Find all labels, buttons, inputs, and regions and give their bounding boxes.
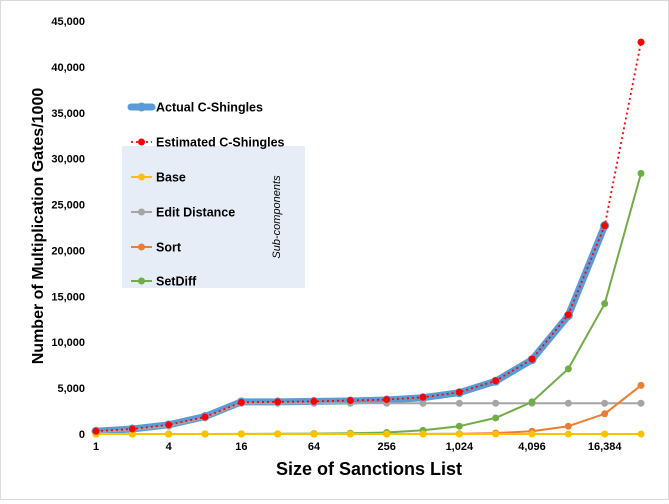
data-point bbox=[237, 430, 245, 438]
data-point bbox=[274, 398, 282, 406]
data-point bbox=[601, 430, 609, 438]
legend-label: Estimated C-Shingles bbox=[156, 136, 285, 150]
series-base bbox=[92, 430, 645, 438]
data-point bbox=[383, 430, 391, 438]
data-point bbox=[310, 397, 318, 405]
data-point bbox=[601, 300, 609, 308]
legend-marker bbox=[138, 138, 145, 146]
data-point bbox=[564, 430, 572, 438]
data-point bbox=[528, 355, 536, 363]
data-point bbox=[492, 414, 500, 422]
y-tick-labels: 0 5,000 10,000 15,000 20,000 25,000 30,000 35,0… bbox=[51, 16, 85, 441]
data-point bbox=[455, 422, 463, 430]
legend-item-estimated-c-shingles: Estimated C-Shingles bbox=[131, 136, 285, 150]
y-tick-label: 0 bbox=[79, 429, 85, 441]
legend-item-sort: Sort bbox=[131, 241, 182, 255]
y-tick-label: 40,000 bbox=[51, 62, 85, 74]
data-point bbox=[492, 377, 500, 385]
series-line bbox=[95, 402, 641, 434]
data-point bbox=[455, 430, 463, 438]
x-tick-label: 16 bbox=[235, 441, 247, 453]
series-edit-distance bbox=[92, 399, 645, 436]
legend-item-setdiff: SetDiff bbox=[131, 275, 197, 289]
x-tick-label: 1 bbox=[93, 441, 99, 453]
data-point bbox=[92, 427, 100, 435]
data-point bbox=[564, 399, 572, 407]
data-point bbox=[601, 399, 609, 407]
data-point bbox=[346, 397, 354, 405]
x-tick-label: 16,384 bbox=[588, 441, 623, 453]
series-line bbox=[96, 384, 642, 435]
legend-label: Sort bbox=[156, 241, 182, 255]
data-point bbox=[383, 396, 391, 404]
y-tick-label: 10,000 bbox=[51, 337, 85, 349]
y-tick-label: 35,000 bbox=[51, 108, 85, 120]
data-point bbox=[637, 399, 645, 407]
data-point bbox=[528, 398, 536, 406]
legend-label: Actual C-Shingles bbox=[156, 101, 263, 115]
data-point bbox=[419, 430, 427, 438]
legend-label: Base bbox=[156, 171, 186, 185]
data-point bbox=[346, 430, 354, 438]
data-point bbox=[165, 430, 173, 438]
data-point bbox=[419, 399, 427, 407]
y-tick-label: 15,000 bbox=[51, 291, 85, 303]
series-estimated-c-shingles bbox=[92, 38, 645, 435]
data-point bbox=[274, 430, 282, 438]
data-point bbox=[310, 430, 318, 438]
data-point bbox=[455, 399, 463, 407]
data-point bbox=[637, 38, 645, 46]
x-tick-label: 256 bbox=[377, 441, 395, 453]
series-line bbox=[95, 41, 642, 433]
series-sort bbox=[92, 381, 645, 438]
data-point bbox=[601, 222, 609, 230]
data-point bbox=[637, 430, 645, 438]
y-tick-label: 20,000 bbox=[51, 245, 85, 257]
legend-marker bbox=[138, 208, 145, 216]
legend-item-edit-distance: Edit Distance bbox=[131, 206, 235, 220]
data-point bbox=[237, 398, 245, 406]
y-tick-label: 30,000 bbox=[51, 154, 85, 166]
data-point bbox=[165, 421, 173, 429]
data-point bbox=[128, 430, 136, 438]
legend-label: Edit Distance bbox=[156, 206, 235, 220]
x-tick-label: 1,024 bbox=[446, 441, 474, 453]
legend-marker bbox=[138, 173, 145, 181]
data-point bbox=[201, 430, 209, 438]
series-layer bbox=[91, 38, 645, 438]
data-point bbox=[564, 422, 572, 430]
data-point bbox=[128, 425, 136, 433]
legend-marker bbox=[137, 102, 146, 112]
data-point bbox=[564, 311, 572, 319]
legend: Actual C-Shingles Estimated C-Shingles Bas… bbox=[127, 101, 285, 289]
data-point bbox=[492, 399, 500, 407]
data-point bbox=[637, 381, 645, 389]
x-tick-label: 64 bbox=[308, 441, 321, 453]
legend-item-actual-c-shingles: Actual C-Shingles bbox=[127, 101, 263, 115]
legend-item-base: Base bbox=[131, 171, 186, 185]
data-point bbox=[564, 365, 572, 373]
sub-components-annotation: Sub-components bbox=[271, 175, 283, 259]
y-tick-label: 45,000 bbox=[51, 16, 85, 28]
data-point bbox=[528, 430, 536, 438]
x-tick-label: 4 bbox=[166, 441, 173, 453]
sub-components-box bbox=[122, 146, 305, 288]
x-axis-title: Size of Sanctions List bbox=[276, 459, 462, 479]
data-point bbox=[601, 410, 609, 418]
data-point bbox=[201, 413, 209, 421]
data-point bbox=[419, 393, 427, 401]
data-point bbox=[492, 430, 500, 438]
y-axis-title: Number of Multiplication Gates/1000 bbox=[30, 88, 47, 365]
y-tick-label: 5,000 bbox=[57, 383, 85, 395]
x-tick-label: 4,096 bbox=[518, 441, 546, 453]
data-point bbox=[637, 169, 645, 177]
legend-marker bbox=[138, 277, 145, 285]
legend-label: SetDiff bbox=[156, 275, 197, 289]
data-point bbox=[455, 388, 463, 396]
x-tick-labels: 1 4 16 64 256 1,024 4,096 16,384 bbox=[93, 441, 622, 453]
legend-marker bbox=[138, 243, 145, 251]
y-tick-label: 25,000 bbox=[51, 200, 85, 212]
